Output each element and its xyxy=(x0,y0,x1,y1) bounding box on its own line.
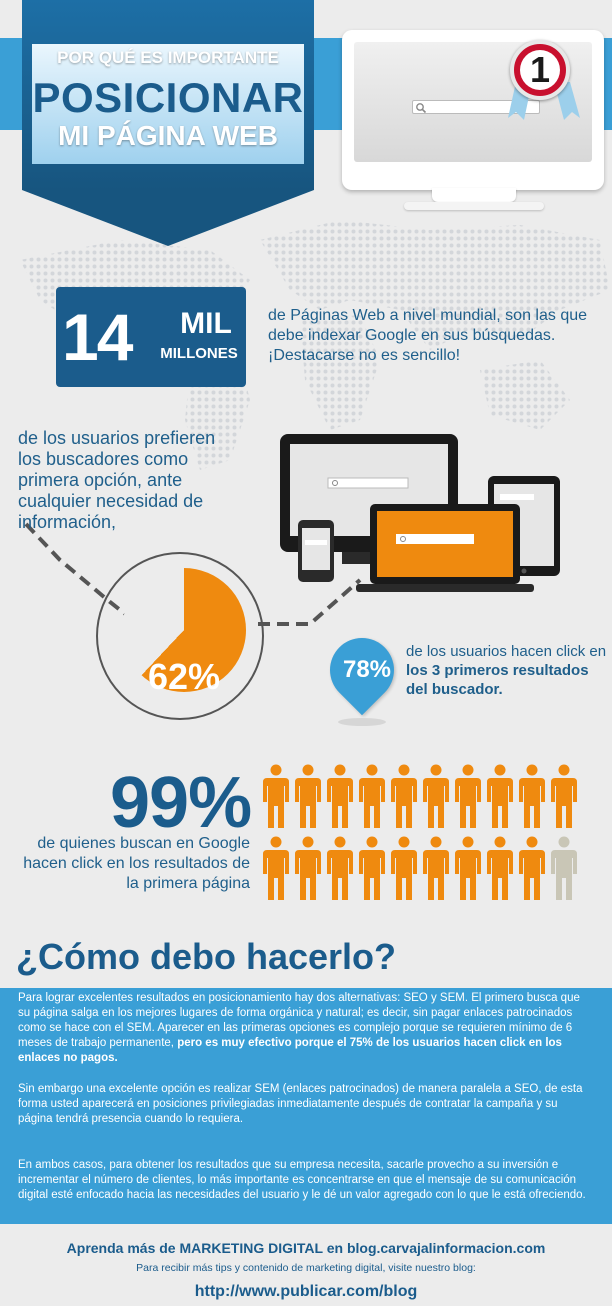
person-icon xyxy=(327,836,353,900)
stat-62-value: 62% xyxy=(148,656,221,697)
people-grid xyxy=(262,764,584,904)
title-line-1: POR QUÉ ES IMPORTANTE xyxy=(57,48,279,67)
person-icon xyxy=(519,764,545,828)
title-line-3: MI PÁGINA WEB xyxy=(58,120,278,151)
paragraph-1-plain: Para lograr excelentes resultados en pos… xyxy=(18,992,580,1049)
rank-badge: 1 xyxy=(510,40,570,100)
footer-line-1: Aprenda más de MARKETING DIGITAL en blog… xyxy=(66,1240,546,1256)
person-icon xyxy=(455,764,481,828)
section-title: ¿Cómo debo hacerlo? xyxy=(16,936,397,977)
stat-99-text: de quienes buscan en Google hacen click … xyxy=(23,835,250,892)
monitor-stand xyxy=(432,188,516,202)
person-icon xyxy=(455,836,481,900)
footer-line-2: Para recibir más tips y contenido de mar… xyxy=(136,1262,476,1274)
stat-62-text: de los usuarios prefieren los buscadores… xyxy=(18,428,216,532)
person-icon xyxy=(551,836,577,900)
person-icon xyxy=(327,764,353,828)
person-icon xyxy=(391,836,417,900)
search-icon xyxy=(332,480,338,486)
pin-shadow xyxy=(338,718,386,726)
person-icon xyxy=(295,764,321,828)
devices-illustration xyxy=(280,434,560,592)
person-icon xyxy=(295,836,321,900)
stat-14-unit-top: MIL xyxy=(180,307,232,340)
search-bar xyxy=(412,100,540,114)
person-icon xyxy=(487,836,513,900)
person-icon xyxy=(263,836,289,900)
banner-tail xyxy=(22,190,314,246)
paragraph-2: Sin embargo una excelente opción es real… xyxy=(18,1083,583,1125)
stat-78-text-plain: de los usuarios hacen click en xyxy=(406,643,607,660)
person-icon xyxy=(551,764,577,828)
stat-14-number: 14 xyxy=(62,300,133,374)
title-line-2: POSICIONAR xyxy=(32,74,304,121)
person-icon xyxy=(423,764,449,828)
person-icon xyxy=(519,836,545,900)
monitor-base xyxy=(404,202,544,210)
stat-78-text: de los usuarios hacen click en los 3 pri… xyxy=(406,642,612,699)
rank-number: 1 xyxy=(520,50,560,90)
world-map-dots xyxy=(20,220,610,470)
stat-14-text: de Páginas Web a nivel mundial, son las … xyxy=(268,307,588,364)
pie-62 xyxy=(122,568,246,692)
stat-14-box: 14 MIL MILLONES xyxy=(56,287,246,387)
paragraph-1: Para lograr excelentes resultados en pos… xyxy=(18,991,594,1066)
person-icon xyxy=(359,764,385,828)
footer-link[interactable]: http://www.publicar.com/blog xyxy=(194,1283,418,1300)
info-panel: Para lograr excelentes resultados en pos… xyxy=(0,988,612,1224)
person-icon xyxy=(359,836,385,900)
stat-78-value: 78% xyxy=(342,656,392,683)
paragraph-3: En ambos casos, para obtener los resulta… xyxy=(18,1159,586,1201)
stat-14-unit-bottom: MILLONES xyxy=(160,345,238,362)
paragraph-1-bold: pero es muy efectivo porque el 75% de lo… xyxy=(18,1037,562,1064)
search-icon xyxy=(400,536,406,542)
stat-99-value: 99% xyxy=(110,763,252,843)
banner-inner-panel xyxy=(32,44,304,164)
person-icon xyxy=(391,764,417,828)
stat-78-text-bold: los 3 primeros resultados del buscador. xyxy=(406,662,589,698)
person-icon xyxy=(487,764,513,828)
search-icon xyxy=(416,103,427,114)
pie-ring xyxy=(96,552,264,720)
person-icon xyxy=(263,764,289,828)
person-icon xyxy=(423,836,449,900)
title-banner: POR QUÉ ES IMPORTANTE POSICIONAR MI PÁGI… xyxy=(22,0,314,248)
connector-lines xyxy=(24,522,362,626)
